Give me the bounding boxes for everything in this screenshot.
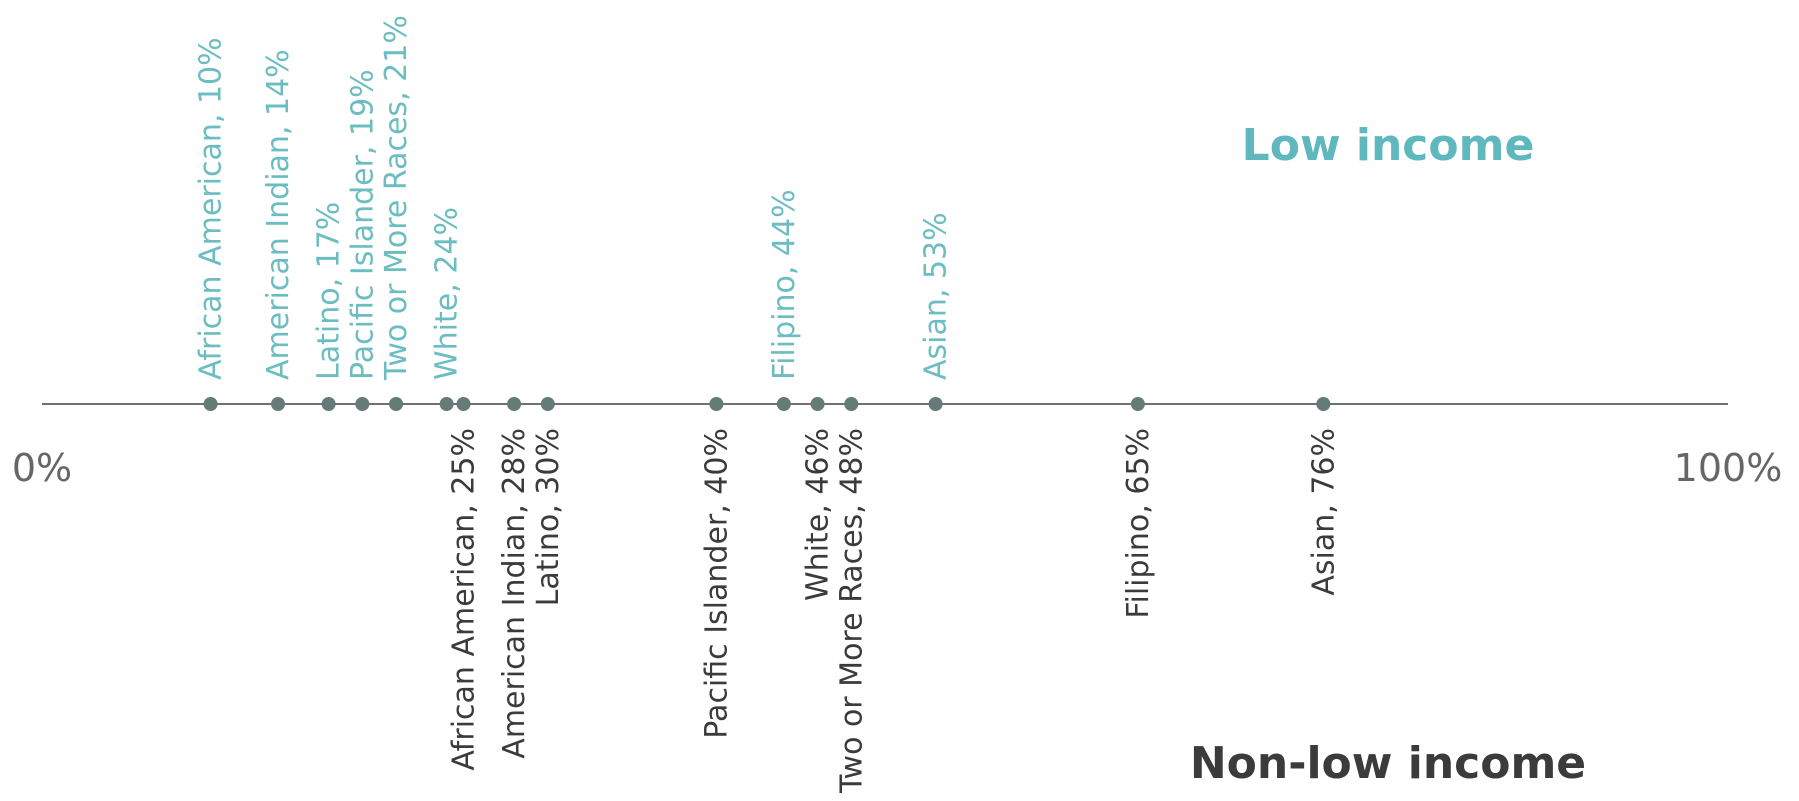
non-low-income-point-0: [456, 397, 471, 411]
non-low-income-label-0: African American, 25%: [447, 428, 482, 771]
tick-label-min: 0%: [12, 446, 72, 490]
non-low-income-label-6: Filipino, 65%: [1121, 428, 1156, 619]
low-income-label-1: American Indian, 14%: [261, 49, 296, 380]
low-income-label-6: Filipino, 44%: [767, 189, 802, 380]
low-income-label-7: Asian, 53%: [919, 212, 954, 380]
non-low-income-label-2: Latino, 30%: [531, 428, 566, 606]
non-low-income-label-5: Two or More Races, 48%: [834, 428, 869, 794]
low-income-label-3: Pacific Islander, 19%: [345, 69, 380, 380]
non-low-income-point-6: [1130, 397, 1145, 411]
non-low-income-label-1: American Indian, 28%: [497, 428, 532, 759]
low-income-point-2: [321, 397, 336, 411]
low-income-point-5: [439, 397, 454, 411]
non-low-income-point-4: [810, 397, 825, 411]
tick-label-max: 100%: [1674, 446, 1783, 490]
low-income-point-0: [203, 397, 218, 411]
legend-low-income: Low income: [1242, 120, 1535, 171]
chart-marks: African American, 10% American Indian, 14…: [194, 15, 1342, 794]
low-income-point-3: [355, 397, 370, 411]
non-low-income-point-3: [709, 397, 724, 411]
legend-non-low-income: Non-low income: [1190, 738, 1586, 789]
low-income-label-5: White, 24%: [430, 207, 465, 380]
low-income-point-4: [389, 397, 404, 411]
non-low-income-label-4: White, 46%: [801, 428, 836, 601]
non-low-income-label-7: Asian, 76%: [1306, 428, 1341, 596]
low-income-point-6: [776, 397, 791, 411]
non-low-income-point-2: [540, 397, 555, 411]
non-low-income-point-7: [1316, 397, 1331, 411]
non-low-income-point-1: [507, 397, 522, 411]
low-income-label-0: African American, 10%: [194, 37, 229, 380]
non-low-income-point-5: [844, 397, 859, 411]
low-income-point-7: [928, 397, 943, 411]
low-income-label-4: Two or More Races, 21%: [379, 15, 414, 381]
low-income-label-2: Latino, 17%: [312, 202, 347, 380]
low-income-point-1: [271, 397, 286, 411]
non-low-income-label-3: Pacific Islander, 40%: [699, 428, 734, 739]
